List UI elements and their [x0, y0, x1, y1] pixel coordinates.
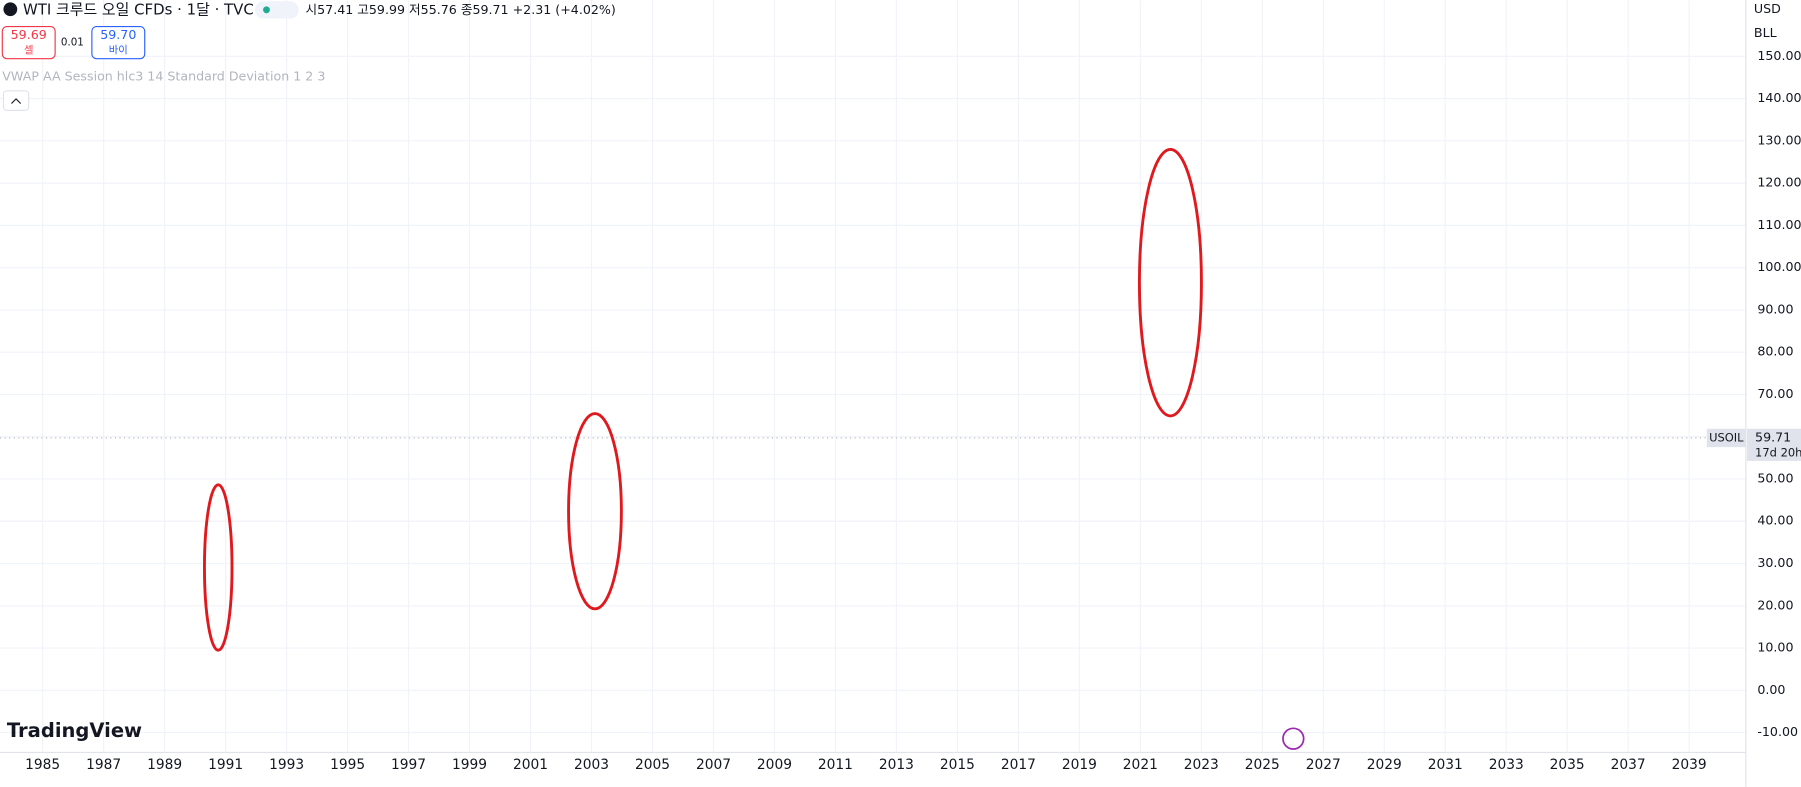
- x-tick-label: 2029: [1367, 757, 1402, 773]
- status-badge: [254, 1, 299, 19]
- y-tick-label: 30.00: [1757, 555, 1793, 570]
- buy-price: 59.70: [100, 27, 136, 42]
- x-tick-label: 1989: [147, 757, 182, 773]
- last-price-label: 59.71: [1755, 429, 1791, 444]
- buy-button[interactable]: [91, 25, 146, 60]
- x-tick-label: 1987: [86, 757, 121, 773]
- x-tick-label: 2013: [879, 757, 914, 773]
- x-tick-label: 1993: [269, 757, 304, 773]
- y-tick-label: -10.00: [1757, 724, 1798, 739]
- x-tick-label: 1999: [452, 757, 487, 773]
- x-tick-label: 2007: [696, 757, 731, 773]
- x-tick-label: 2021: [1123, 757, 1158, 773]
- grid: [0, 0, 1746, 753]
- x-tick-label: 1997: [391, 757, 426, 773]
- x-tick-label: 2027: [1306, 757, 1341, 773]
- y-tick-label: 90.00: [1757, 301, 1793, 316]
- x-tick-label: 2025: [1245, 757, 1280, 773]
- highlight-ellipse: [203, 483, 234, 652]
- x-tick-label: 2035: [1550, 757, 1585, 773]
- y-tick-label: 70.00: [1757, 386, 1793, 401]
- y-tick-label: 130.00: [1757, 132, 1801, 147]
- y-tick-label: 150.00: [1757, 48, 1801, 63]
- collapse-icon: [11, 98, 22, 104]
- symbol-label: USOIL: [1709, 430, 1744, 444]
- sell-label: 셀: [24, 45, 34, 57]
- spread: 0.01: [61, 37, 84, 49]
- highlight-ellipse: [567, 412, 623, 611]
- event-icon[interactable]: [1282, 727, 1305, 750]
- highlight-ellipse: [1137, 147, 1203, 418]
- x-tick-label: 1985: [25, 757, 60, 773]
- countdown: 17d 20h: [1755, 445, 1801, 459]
- x-tick-label: 2001: [513, 757, 548, 773]
- y-tick-label: 20.00: [1757, 597, 1793, 612]
- symbol-icon: [3, 2, 18, 17]
- y-tick-label: 10.00: [1757, 640, 1793, 655]
- y-tick-label: 80.00: [1757, 344, 1793, 359]
- currency[interactable]: USD: [1754, 1, 1781, 16]
- y-tick-label: 110.00: [1757, 217, 1801, 232]
- x-tick-label: 2039: [1672, 757, 1707, 773]
- x-tick-label: 2019: [1062, 757, 1097, 773]
- brand: TradingView: [7, 719, 142, 742]
- y-tick-label: 120.00: [1757, 175, 1801, 190]
- y-tick-label: 50.00: [1757, 470, 1793, 485]
- indicator-label[interactable]: VWAP AA Session hlc3 14 Standard Deviati…: [2, 69, 325, 84]
- symbol-title[interactable]: WTI 크루드 오일 CFDs · 1달 · TVC: [23, 0, 254, 18]
- x-tick-label: 2011: [818, 757, 853, 773]
- price-tag: [1747, 428, 1801, 461]
- unit[interactable]: BLL: [1754, 25, 1777, 40]
- x-tick-label: 1995: [330, 757, 365, 773]
- y-tick-label: 100.00: [1757, 259, 1801, 274]
- collapse-button[interactable]: [2, 90, 30, 111]
- x-tick-label: 2005: [635, 757, 670, 773]
- x-tick-label: 2033: [1489, 757, 1524, 773]
- x-tick-label: 2009: [757, 757, 792, 773]
- sell-price: 59.69: [11, 27, 47, 42]
- y-tick-label: 140.00: [1757, 90, 1801, 105]
- x-tick-label: 2003: [574, 757, 609, 773]
- buy-label: 바이: [109, 45, 128, 57]
- x-tick-label: 2023: [1184, 757, 1219, 773]
- symbol-tag: [1706, 428, 1746, 448]
- y-tick-label: 40.00: [1757, 513, 1793, 528]
- x-tick-label: 2031: [1428, 757, 1463, 773]
- ohlc: 시57.41 고59.99 저55.76 종59.71 +2.31 (+4.02…: [306, 2, 616, 17]
- sell-button[interactable]: [1, 25, 56, 60]
- x-tick-label: 2037: [1611, 757, 1646, 773]
- status-dot: [263, 6, 270, 14]
- y-tick-label: 0.00: [1757, 682, 1785, 697]
- x-tick-label: 1991: [208, 757, 243, 773]
- x-tick-label: 2015: [940, 757, 975, 773]
- x-tick-label: 2017: [1001, 757, 1036, 773]
